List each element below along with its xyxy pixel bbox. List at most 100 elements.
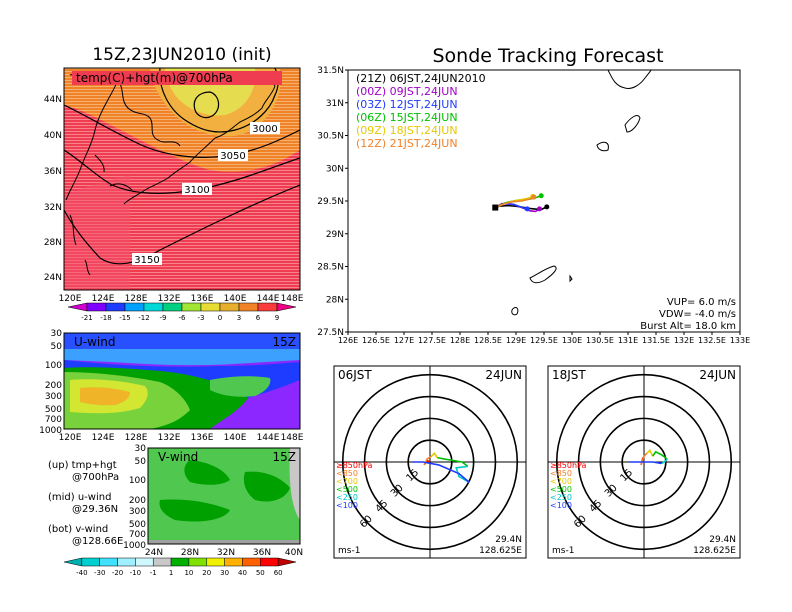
v-lat-tick-32n: 32N	[217, 548, 235, 558]
track-lon-tick: 130E	[562, 336, 582, 345]
v-p-tick-100: 100	[129, 476, 146, 486]
wind-colorbar-label: 40	[238, 569, 247, 577]
track-map-coastline	[511, 69, 652, 316]
track-series-line	[494, 196, 535, 209]
v-wind-lat-ticks: 24N 28N 32N 36N 40N	[145, 548, 303, 558]
svg-text:3000: 3000	[252, 124, 277, 135]
temp-colorbar-swatch	[276, 302, 297, 312]
wind-colorbar: -40 -30 -20 -10 -1 1 10 20 30 40 50 60	[63, 557, 297, 577]
v-lat-tick-40n: 40N	[285, 548, 303, 558]
wind-colorbar-swatch	[63, 557, 83, 567]
top-map-label-box	[72, 71, 282, 85]
v-p-tick-300: 300	[129, 507, 146, 517]
u-lon-tick-132e: 132E	[158, 433, 181, 443]
lon-tick-120e: 120E	[59, 294, 82, 304]
legend-06z: (06Z) 15JST,24JUN	[356, 111, 458, 124]
hodograph-segment	[412, 461, 470, 483]
track-end-point	[524, 206, 530, 212]
hodograph-time: 06JST	[338, 368, 372, 382]
temp-colorbar-swatch	[238, 302, 259, 312]
wind-colorbar-label: -20	[112, 569, 123, 577]
p-tick-1000: 1000	[39, 426, 62, 436]
v-lat-tick-36n: 36N	[253, 548, 271, 558]
temp-colorbar-label: -9	[160, 314, 167, 322]
track-lon-tick: 130.5E	[586, 336, 614, 345]
track-lon-ticks: 126E 126.5E 127E 127.5E 128E 128.5E 129E 129.5E…	[338, 332, 750, 345]
v-wind-label: V-wind	[158, 450, 198, 464]
lat-tick-36n: 36N	[44, 167, 62, 177]
temp-colorbar-swatch	[200, 302, 221, 312]
v-lat-tick-24n: 24N	[145, 548, 163, 558]
hodograph-segment	[629, 461, 662, 465]
top-map-lat-ticks: 44N 40N 36N 32N 28N 24N	[44, 95, 62, 283]
track-lon-tick: 129E	[506, 336, 526, 345]
wind-colorbar-label: 10	[184, 569, 193, 577]
temp-colorbar-label: 9	[275, 314, 279, 322]
u-lon-tick-148e: 148E	[281, 433, 304, 443]
u-wind-p-ticks: 30 50 100 200 300 500 700 1000	[39, 329, 62, 436]
forecast-title: Sonde Tracking Forecast	[432, 45, 663, 67]
u-wind-lon-ticks: 120E 124E 128E 132E 136E 140E 144E 148E	[59, 433, 304, 443]
hodograph-segment	[652, 450, 668, 460]
wind-colorbar-label: 30	[220, 569, 229, 577]
hodograph-date: 24JUN	[699, 368, 736, 382]
wind-colorbar-label: -40	[76, 569, 87, 577]
hodograph-legend-item: <250	[550, 493, 572, 502]
u-wind-time: 15Z	[273, 335, 297, 349]
temp-colorbar-label: -3	[198, 314, 205, 322]
track-lat-ticks: 31.5N 31N 30.5N 30N 29.5N 29N 28.5N 28N 27.5N	[317, 66, 348, 338]
wind-colorbar-label: 50	[256, 569, 265, 577]
track-params: VUP= 6.0 m/s VDW= -4.0 m/s Burst Alt= 18…	[640, 297, 736, 332]
lat-tick-28n: 28N	[44, 238, 62, 248]
panel-notes: (up) tmp+hgt @700hPa (mid) u-wind @29.36…	[48, 460, 123, 547]
wind-colorbar-label: 60	[274, 569, 283, 577]
temperature-map	[64, 68, 300, 290]
lon-tick-148e: 148E	[281, 294, 304, 304]
wind-colorbar-swatch	[224, 557, 243, 567]
lon-tick-124e: 124E	[92, 294, 115, 304]
hodograph-lat: 29.4N	[709, 535, 736, 545]
p-tick-100: 100	[45, 361, 62, 371]
hodograph-lon: 128.625E	[479, 546, 522, 556]
wind-colorbar-label: -10	[130, 569, 141, 577]
p-tick-500: 500	[45, 405, 62, 415]
main-title: 15Z,23JUN2010 (init)	[92, 45, 271, 65]
track-lat-tick: 29N	[326, 230, 344, 240]
top-map-label: temp(C)+hgt(m)@700hPa	[76, 71, 233, 85]
temp-colorbar-label: -21	[81, 314, 92, 322]
track-lat-tick: 28.5N	[317, 263, 344, 273]
temp-colorbar-label: -15	[119, 314, 130, 322]
top-map-lon-ticks: 120E 124E 128E 132E 136E 140E 144E 148E	[59, 294, 304, 304]
track-lat-tick: 27.5N	[317, 328, 344, 338]
p-tick-700: 700	[45, 415, 62, 425]
temp-colorbar-swatch	[67, 302, 88, 312]
temp-colorbar-swatch	[257, 302, 278, 312]
contour-label-3050: 3050	[218, 149, 248, 162]
track-lat-tick: 30N	[326, 164, 344, 174]
wind-colorbar-swatch	[81, 557, 100, 567]
legend-12z: (12Z) 21JST,24JUN	[356, 137, 458, 150]
temperature-map-frame	[63, 67, 301, 291]
p-tick-30: 30	[51, 329, 63, 339]
hodograph-lon: 128.625E	[693, 546, 736, 556]
track-lon-tick: 126E	[338, 336, 358, 345]
svg-text:3150: 3150	[134, 255, 159, 266]
track-lon-tick: 129.5E	[530, 336, 558, 345]
temp-colorbar-swatch	[105, 302, 126, 312]
v-wind-time: 15Z	[273, 450, 297, 464]
v-p-tick-50: 50	[135, 457, 147, 467]
hodograph-legend-item: <100	[336, 501, 358, 510]
v-p-tick-200: 200	[129, 496, 146, 506]
lon-tick-132e: 132E	[158, 294, 181, 304]
hodograph-segment	[430, 452, 438, 459]
hodograph-date: 24JUN	[485, 368, 522, 382]
hodograph-legend-item: ≥850hPa	[336, 461, 373, 470]
lat-tick-44n: 44N	[44, 95, 62, 105]
u-lon-tick-136e: 136E	[191, 433, 214, 443]
contour-label-3100: 3100	[182, 183, 212, 196]
contour-label-3000: 3000	[250, 122, 280, 135]
track-map-frame	[347, 69, 741, 333]
v-p-tick-30: 30	[135, 444, 147, 454]
